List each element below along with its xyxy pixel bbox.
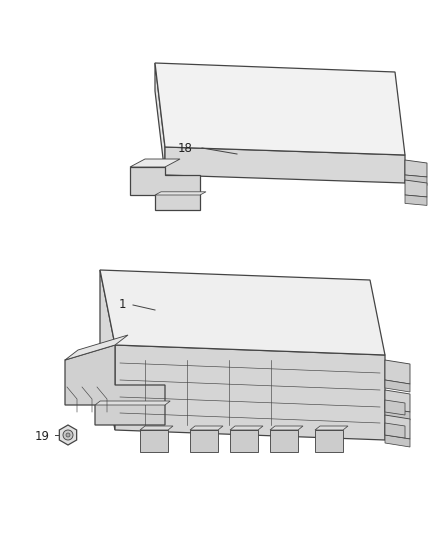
Polygon shape	[385, 360, 410, 384]
Polygon shape	[385, 415, 410, 439]
Polygon shape	[115, 345, 385, 440]
Polygon shape	[140, 430, 168, 452]
Polygon shape	[155, 63, 165, 175]
Polygon shape	[315, 430, 343, 452]
Polygon shape	[405, 180, 427, 197]
Text: 19: 19	[35, 430, 49, 442]
Polygon shape	[190, 426, 223, 430]
Polygon shape	[230, 426, 263, 430]
Polygon shape	[385, 423, 405, 438]
Polygon shape	[100, 270, 115, 430]
Polygon shape	[385, 435, 410, 447]
Polygon shape	[140, 426, 173, 430]
Polygon shape	[405, 195, 427, 205]
Polygon shape	[315, 426, 348, 430]
Polygon shape	[130, 167, 200, 210]
Polygon shape	[130, 159, 180, 167]
Polygon shape	[270, 430, 298, 452]
Text: 1: 1	[118, 298, 126, 311]
Polygon shape	[155, 192, 206, 195]
Text: 18: 18	[177, 141, 192, 155]
Polygon shape	[190, 430, 218, 452]
Polygon shape	[270, 426, 303, 430]
Polygon shape	[385, 390, 410, 412]
Polygon shape	[385, 408, 410, 420]
Polygon shape	[59, 425, 77, 445]
Polygon shape	[385, 400, 405, 415]
Polygon shape	[230, 430, 258, 452]
Circle shape	[63, 430, 73, 440]
Polygon shape	[165, 147, 405, 183]
Polygon shape	[405, 175, 427, 185]
Polygon shape	[65, 345, 165, 425]
Polygon shape	[95, 401, 170, 405]
Polygon shape	[385, 380, 410, 392]
Polygon shape	[155, 63, 405, 155]
Circle shape	[66, 433, 70, 437]
Polygon shape	[65, 335, 128, 360]
Polygon shape	[100, 270, 385, 355]
Polygon shape	[405, 160, 427, 177]
